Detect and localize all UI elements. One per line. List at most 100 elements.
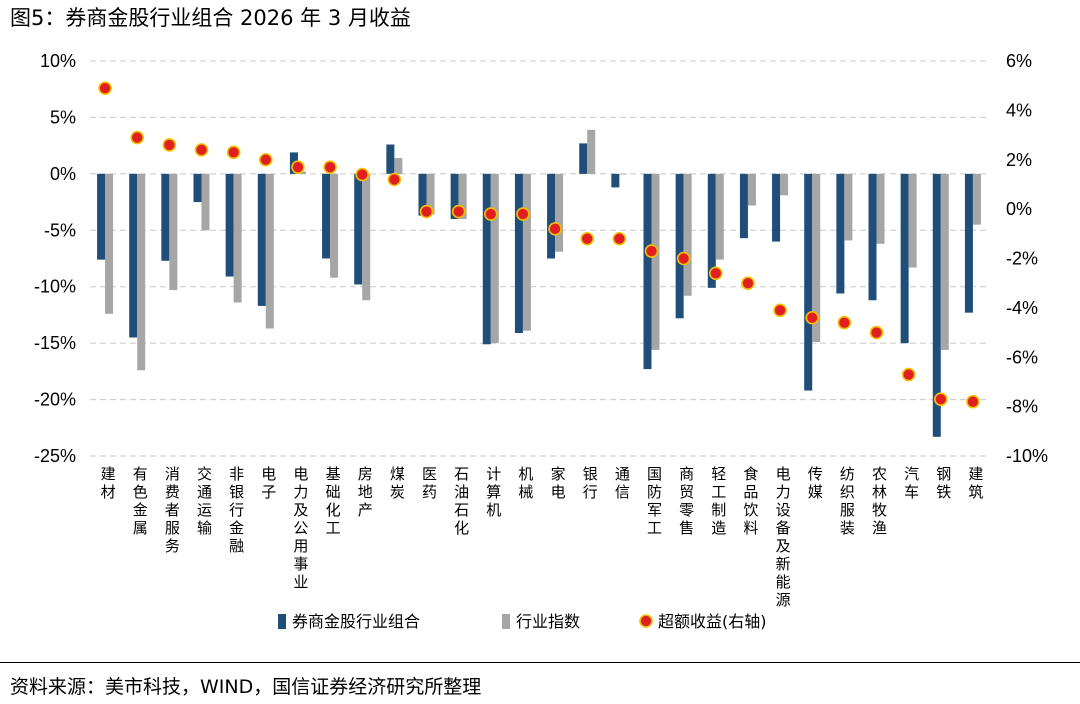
bar-index <box>137 173 146 371</box>
excess-marker <box>258 152 273 167</box>
x-tick-label: 国防军工 <box>647 465 662 537</box>
legend-swatch <box>502 614 510 629</box>
bar-portfolio <box>611 173 620 188</box>
y-tick-left: -5% <box>44 220 76 240</box>
excess-marker <box>805 310 820 325</box>
bar-portfolio <box>643 173 652 370</box>
bar-index <box>201 173 210 231</box>
bar-portfolio <box>129 173 138 338</box>
bar-index <box>972 173 981 225</box>
bar-portfolio <box>772 173 781 242</box>
y-tick-right: -8% <box>1006 397 1038 417</box>
x-tick-label: 房地产 <box>358 465 373 519</box>
y-tick-left: -15% <box>34 333 76 353</box>
x-tick-label: 计算机 <box>486 465 501 519</box>
bar-portfolio <box>322 173 331 259</box>
y-tick-right: -2% <box>1006 249 1038 269</box>
source-note: 资料来源：美市科技，WIND，国信证券经济研究所整理 <box>10 676 482 698</box>
bar-portfolio <box>964 173 973 313</box>
bar-index <box>651 173 660 350</box>
x-tick-label: 电子 <box>261 465 276 501</box>
bar-index <box>587 129 596 174</box>
excess-marker <box>933 392 948 407</box>
bar-index <box>330 173 339 278</box>
excess-marker <box>226 145 241 160</box>
bar-index <box>233 173 242 303</box>
bar-index <box>747 173 756 206</box>
excess-marker <box>323 160 337 174</box>
x-tick-label: 农林牧渔 <box>872 465 887 537</box>
bar-index <box>394 158 403 174</box>
excess-marker <box>419 204 434 219</box>
bar-index <box>522 173 531 331</box>
excess-marker <box>355 167 370 182</box>
chart-area: 10% 5% 0% -5% -10% -15% -20% -25% 6% 4% 2% 0% -2% -4%… <box>34 51 1048 631</box>
bar-portfolio <box>514 173 523 333</box>
y-tick-right: -6% <box>1006 347 1038 367</box>
x-tick-label: 电力及公用事业 <box>293 465 308 591</box>
bar-portfolio <box>450 173 459 219</box>
excess-marker <box>644 244 659 258</box>
y-tick-right: 2% <box>1006 150 1032 170</box>
bar-index <box>169 173 178 291</box>
excess-marker <box>676 251 691 266</box>
legend-label: 行业指数 <box>516 612 580 631</box>
bar-index <box>940 173 949 350</box>
bar-index <box>555 173 564 252</box>
bar-portfolio <box>836 173 845 294</box>
excess-marker <box>516 207 530 221</box>
bar-portfolio <box>257 173 266 306</box>
y-tick-right: -10% <box>1006 446 1048 466</box>
x-tick-label: 汽车 <box>904 465 919 501</box>
bar-portfolio <box>482 173 491 345</box>
y-tick-right: 6% <box>1006 51 1032 71</box>
x-tick-label: 通信 <box>615 465 630 501</box>
x-tick-label: 纺织服装 <box>840 465 855 537</box>
bar-portfolio <box>579 143 588 174</box>
bar-portfolio <box>161 173 170 261</box>
excess-marker <box>901 367 916 382</box>
excess-marker <box>708 266 723 281</box>
bar-index <box>715 173 724 260</box>
bar-portfolio <box>804 173 813 391</box>
legend-swatch <box>278 614 286 629</box>
bar-portfolio <box>386 144 395 174</box>
x-tick-label: 钢铁 <box>936 465 951 501</box>
chart-title: 图5：券商金股行业组合 2026 年 3 月收益 <box>10 6 411 30</box>
bar-index <box>490 173 499 344</box>
excess-marker <box>130 130 145 145</box>
bar-portfolio <box>868 173 877 301</box>
x-tick-label: 轻工制造 <box>711 465 726 537</box>
x-tick-label: 非银行金融 <box>229 465 244 555</box>
x-tick-label: 建材 <box>101 465 116 501</box>
bar-index <box>876 173 885 244</box>
excess-marker <box>291 160 305 174</box>
y-tick-left: 0% <box>50 164 76 184</box>
excess-marker <box>773 303 787 318</box>
x-tick-label: 建筑 <box>968 465 983 501</box>
x-tick-label: 消费者服务 <box>165 465 180 555</box>
excess-marker <box>162 138 177 152</box>
bar-portfolio <box>675 173 684 319</box>
bar-portfolio <box>900 173 909 344</box>
bar-index <box>780 173 789 196</box>
bar-index <box>297 171 306 174</box>
y-tick-left: -20% <box>34 390 76 410</box>
bar-index <box>265 173 274 329</box>
bar-portfolio <box>225 173 234 277</box>
excess-marker <box>387 172 402 187</box>
footer-divider <box>0 662 1080 663</box>
excess-marker <box>837 315 852 330</box>
x-tick-label: 银行 <box>583 465 598 501</box>
x-tick-label: 食品饮料 <box>743 465 758 537</box>
legend-label: 券商金股行业组合 <box>292 612 420 631</box>
y-tick-right: -4% <box>1006 298 1038 318</box>
bar-index <box>908 173 917 268</box>
bar-portfolio <box>707 173 716 288</box>
x-tick-label: 机械 <box>518 465 533 501</box>
y-tick-left: -25% <box>34 446 76 466</box>
x-tick-label: 医药 <box>422 465 437 501</box>
excess-marker <box>612 231 627 246</box>
y-tick-left: 10% <box>40 51 76 71</box>
x-tick-label: 交通运输 <box>197 465 212 537</box>
